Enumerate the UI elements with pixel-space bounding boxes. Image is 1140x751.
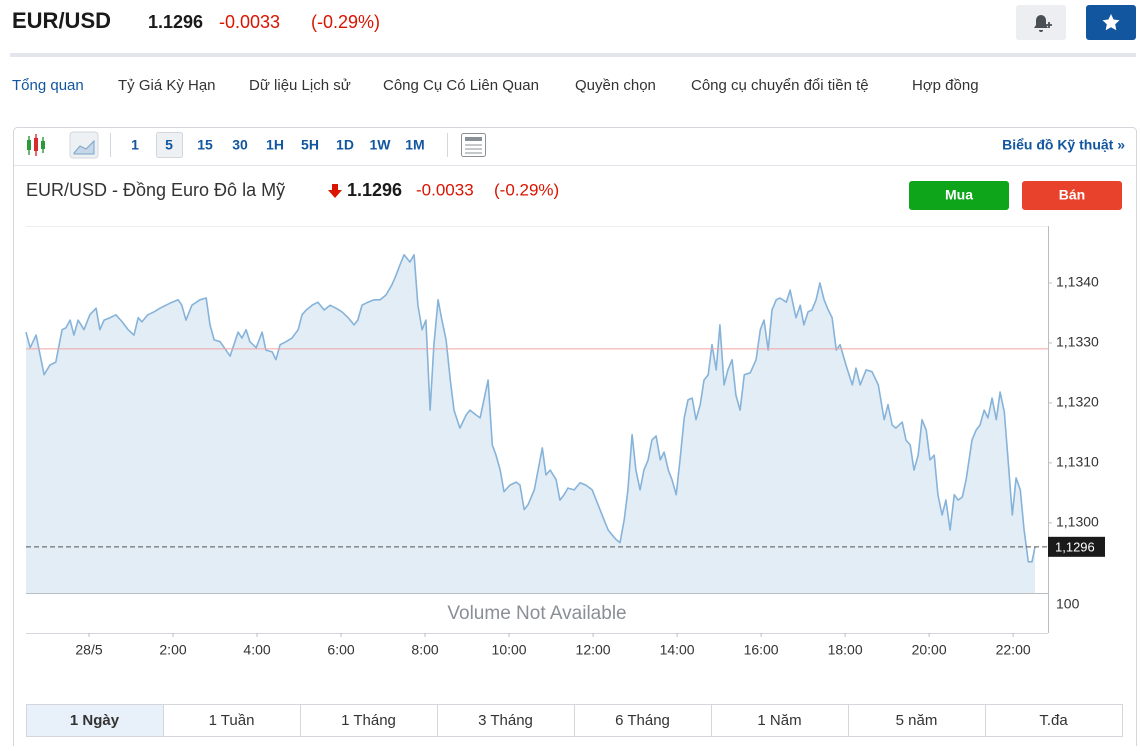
settings-icon[interactable] [461, 133, 486, 157]
nav-tab[interactable]: Công Cụ Có Liên Quan [383, 77, 539, 94]
x-tick-label: 22:00 [996, 642, 1031, 658]
interval-button[interactable]: 5 [165, 137, 173, 153]
x-tick-label: 4:00 [243, 642, 270, 658]
range-button-bg [711, 704, 849, 737]
y-tick-label: 1,1310 [1056, 454, 1099, 470]
x-tick-label: 8:00 [411, 642, 438, 658]
interval-button[interactable]: 1D [336, 137, 354, 153]
price: 1.1296 [148, 12, 203, 32]
range-label: 5 năm [896, 712, 938, 729]
candle-body [41, 141, 45, 149]
area-icon[interactable] [69, 131, 99, 159]
x-tick-label: 10:00 [492, 642, 527, 658]
range-button[interactable]: T.đa [985, 704, 1123, 737]
interval-selected-bg [156, 132, 183, 158]
price-area [26, 254, 1035, 594]
range-button-bg [300, 704, 438, 737]
interval-button[interactable]: 5H [301, 137, 319, 153]
candle-body [34, 138, 38, 151]
last-value-box [1048, 536, 1105, 557]
interval-button[interactable]: 1W [370, 137, 392, 153]
sell-button-bg [1022, 181, 1122, 210]
chart-box [13, 127, 1137, 751]
candle-icon[interactable] [27, 134, 45, 156]
y-tick-label: 1,1300 [1056, 514, 1099, 530]
range-label: 3 Tháng [478, 712, 533, 729]
y-tick-label: 1,1320 [1056, 394, 1099, 410]
nav-tab[interactable]: Tỷ Giá Kỳ Hạn [118, 77, 216, 94]
last-value-label: 1,1296 [1055, 539, 1095, 554]
nav-tab[interactable]: Tổng quan [12, 77, 84, 94]
change-percent: (-0.29%) [311, 12, 380, 32]
buy-button-bg [909, 181, 1009, 210]
chart-title: EUR/USD - Đồng Euro Đô la Mỹ [26, 180, 285, 200]
nav-tab[interactable]: Dữ liệu Lịch sử [249, 77, 351, 94]
range-button-bg [985, 704, 1123, 737]
plus-icon [1046, 22, 1052, 28]
range-label: 1 Tháng [341, 712, 396, 729]
x-tick-label: 6:00 [327, 642, 354, 658]
interval-button[interactable]: 1 [131, 137, 139, 153]
nav-tab[interactable]: Công cụ chuyển đổi tiền tệ [691, 77, 869, 94]
x-tick-label: 18:00 [828, 642, 863, 658]
range-label: 1 Năm [757, 712, 801, 729]
x-tick-label: 28/5 [75, 642, 102, 658]
price-line [25, 254, 1036, 563]
x-tick-label: 14:00 [660, 642, 695, 658]
nav-tab[interactable]: Quyền chọn [575, 77, 656, 94]
change: -0.0033 [219, 12, 280, 32]
area-icon-shape [73, 139, 95, 155]
range-label: T.đa [1039, 712, 1068, 729]
interval-button[interactable]: 1M [405, 137, 424, 153]
watchlist-button[interactable] [1086, 5, 1136, 40]
interval-button[interactable]: 30 [232, 137, 248, 153]
bell-icon [1034, 15, 1048, 32]
chart-change: -0.0033 [416, 180, 474, 199]
x-tick-label: 12:00 [576, 642, 611, 658]
interval-button[interactable]: 1H [266, 137, 284, 153]
range-button[interactable]: 1 Tuần [163, 704, 301, 737]
range-button[interactable]: 6 Tháng [574, 704, 712, 737]
range-button-bg [163, 704, 301, 737]
range-button[interactable]: 3 Tháng [437, 704, 575, 737]
settings-icon-bar [465, 137, 482, 141]
alert-button[interactable] [1016, 5, 1066, 40]
range-label: 6 Tháng [615, 712, 670, 729]
range-button[interactable]: 1 Ngày [26, 704, 164, 737]
chart-change-percent: (-0.29%) [494, 180, 559, 199]
y-tick-label: 1,1340 [1056, 274, 1099, 290]
range-button[interactable]: 5 năm [848, 704, 986, 737]
volume-message: Volume Not Available [447, 603, 626, 624]
range-button-bg [574, 704, 712, 737]
plot: Investing.com1,13001,13101,13201,13301,1… [25, 226, 1105, 658]
range-button-bg [437, 704, 575, 737]
sell-button[interactable]: Bán [1022, 181, 1122, 210]
settings-icon-lines [465, 144, 482, 154]
range-button-bg [848, 704, 986, 737]
interval-button[interactable]: 15 [197, 137, 213, 153]
technical-chart-link[interactable]: Biểu đồ Kỹ thuật » [1002, 137, 1125, 153]
candle-body [27, 140, 31, 150]
volume-tick-label: 100 [1056, 596, 1080, 612]
range-label: 1 Tuần [209, 712, 255, 729]
x-tick-label: 20:00 [912, 642, 947, 658]
range-label: 1 Ngày [70, 712, 120, 729]
header-divider [10, 53, 1136, 57]
range-button[interactable]: 1 Tháng [300, 704, 438, 737]
star-icon [1102, 14, 1120, 31]
nav-tab[interactable]: Hợp đồng [912, 77, 979, 94]
buy-button[interactable]: Mua [909, 181, 1009, 210]
x-tick-label: 16:00 [744, 642, 779, 658]
sell-label: Bán [1059, 187, 1085, 203]
chart-price: 1.1296 [347, 180, 402, 200]
x-tick-label: 2:00 [159, 642, 186, 658]
down-arrow [328, 184, 342, 198]
buy-label: Mua [945, 187, 973, 203]
y-tick-label: 1,1330 [1056, 334, 1099, 350]
symbol: EUR/USD [12, 8, 111, 33]
range-button[interactable]: 1 Năm [711, 704, 849, 737]
